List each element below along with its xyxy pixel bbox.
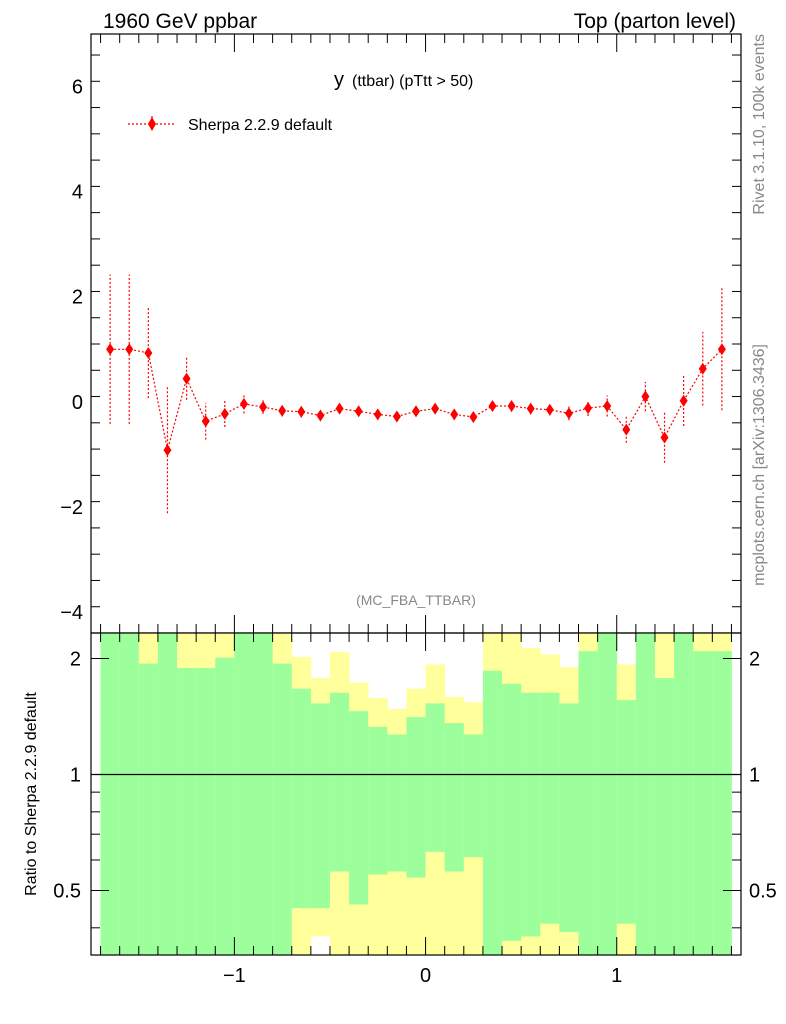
legend: Sherpa 2.2.9 default xyxy=(128,116,333,134)
ratio-green-band xyxy=(253,633,274,955)
ratio-green-band xyxy=(234,633,254,955)
ratio-panel: −1 0 1 0.5 0.5 1 1 2 2 Ratio to Sherpa 2.2.9 def… xyxy=(23,632,777,987)
ratio-green-band xyxy=(597,633,618,955)
y-tick-label: −2 xyxy=(60,497,83,519)
ratio-green-band xyxy=(425,703,446,852)
data-point xyxy=(201,415,210,428)
data-point xyxy=(316,409,325,422)
data-point xyxy=(603,400,612,413)
data-point xyxy=(431,402,440,415)
ratio-green-band xyxy=(482,670,503,955)
ratio-green-band xyxy=(368,726,388,875)
data-point xyxy=(163,444,172,457)
ratio-green-band xyxy=(540,692,560,924)
ratio-ylabel: Ratio to Sherpa 2.2.9 default xyxy=(23,692,40,896)
data-point xyxy=(488,400,497,413)
data-point xyxy=(106,343,115,356)
data-point xyxy=(297,405,306,418)
ratio-y-tick-label-left: 1 xyxy=(70,765,81,787)
ratio-green-band xyxy=(100,633,121,955)
data-point xyxy=(698,362,707,375)
ratio-green-band xyxy=(693,651,713,955)
ratio-green-band xyxy=(157,633,178,955)
ratio-green-band xyxy=(196,668,216,955)
ratio-y-tick-label-right: 2 xyxy=(749,649,760,671)
data-point xyxy=(622,423,631,436)
data-point xyxy=(259,401,268,414)
data-point xyxy=(507,400,516,413)
ratio-y-tick-label-right: 0.5 xyxy=(749,880,777,902)
ratio-green-band xyxy=(635,633,656,955)
x-tick-label: −1 xyxy=(223,965,246,987)
legend-marker-icon xyxy=(148,117,156,131)
ratio-green-band xyxy=(119,633,140,955)
energy-label: 1960 GeV ppbar xyxy=(103,10,257,33)
series-line xyxy=(110,348,723,451)
data-point xyxy=(239,397,248,410)
data-point xyxy=(125,343,134,356)
ratio-green-band xyxy=(654,678,675,955)
data-point xyxy=(392,410,401,423)
legend-entry-label: Sherpa 2.2.9 default xyxy=(188,117,333,134)
ratio-green-band xyxy=(521,692,541,937)
ratio-y-tick-label-right: 1 xyxy=(749,765,760,787)
data-point xyxy=(373,408,382,421)
ratio-green-band xyxy=(674,633,694,955)
y-tick-label: 2 xyxy=(72,287,83,309)
data-point xyxy=(564,407,573,420)
ratio-green-band xyxy=(272,663,293,955)
ratio-green-band xyxy=(215,657,235,955)
ratio-green-band xyxy=(444,723,465,872)
ratio-frame xyxy=(90,632,742,956)
ratio-green-band xyxy=(502,683,522,941)
data-point xyxy=(412,405,420,418)
ratio-green-band xyxy=(177,668,197,955)
ratio-green-band xyxy=(406,717,426,878)
x-tick-label: 1 xyxy=(611,965,622,987)
analysis-watermark: (MC_FBA_TTBAR) xyxy=(356,592,476,608)
main-panel: y (ttbar) (pTtt > 50) (MC_FBA_TTBAR) She… xyxy=(60,33,742,634)
ratio-y-tick-label-left: 0.5 xyxy=(53,880,81,902)
ratio-green-band xyxy=(138,663,159,955)
data-point xyxy=(335,402,344,415)
ratio-y-tick-label-left: 2 xyxy=(70,649,81,671)
ratio-green-band xyxy=(712,651,732,955)
data-point xyxy=(641,390,650,403)
ratio-green-band xyxy=(559,703,579,933)
ratio-green-band xyxy=(291,688,312,909)
y-tick-label: −4 xyxy=(60,602,83,624)
data-point xyxy=(526,402,535,415)
data-point xyxy=(545,403,554,416)
data-point xyxy=(182,372,191,385)
y-tick-label: 6 xyxy=(72,77,83,99)
rivet-version-label: Rivet 3.1.10, 100k events xyxy=(751,34,768,215)
data-point xyxy=(354,405,363,418)
ratio-green-band xyxy=(387,734,407,872)
data-point xyxy=(220,407,229,420)
plot-title-sub: (ttbar) (pTtt > 50) xyxy=(352,73,473,90)
ratio-green-band xyxy=(463,734,484,858)
data-point xyxy=(450,408,459,421)
mcplots-label: mcplots.cern.ch [arXiv:1306.3436] xyxy=(751,344,768,586)
data-point xyxy=(469,411,478,424)
data-point xyxy=(679,394,688,407)
ratio-green-band xyxy=(616,700,637,924)
ratio-green-band xyxy=(578,651,599,955)
x-tick-label: 0 xyxy=(420,965,431,987)
y-tick-label: 0 xyxy=(72,392,83,414)
ratio-green-band xyxy=(349,711,369,905)
data-point xyxy=(584,402,593,415)
data-point xyxy=(660,431,669,444)
y-tick-label: 4 xyxy=(72,182,83,204)
data-point xyxy=(717,343,726,356)
ratio-green-band xyxy=(310,703,331,909)
process-label: Top (parton level) xyxy=(574,10,736,33)
ratio-green-band xyxy=(329,692,350,872)
plot-title-main: y xyxy=(334,69,344,91)
data-point xyxy=(278,404,287,417)
data-point xyxy=(144,346,153,359)
